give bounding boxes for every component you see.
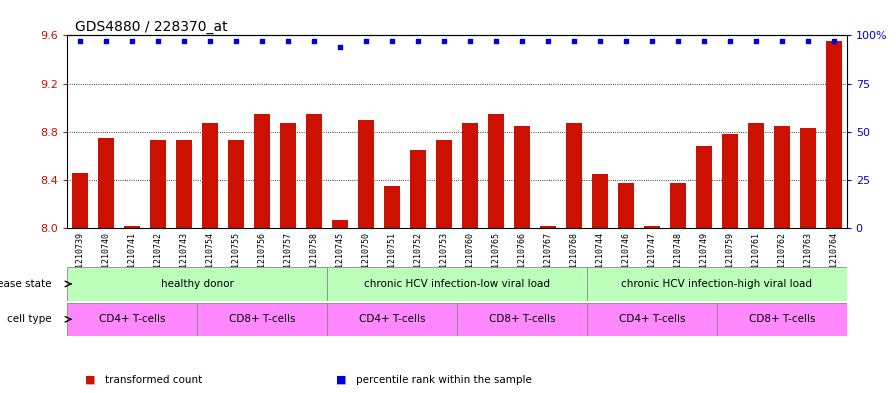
- Bar: [228, 140, 244, 228]
- Text: percentile rank within the sample: percentile rank within the sample: [356, 375, 531, 385]
- Bar: [826, 41, 841, 228]
- Point: [514, 38, 529, 44]
- Text: CD8+ T-cells: CD8+ T-cells: [488, 314, 556, 324]
- Point: [748, 38, 762, 44]
- Bar: [800, 128, 815, 228]
- Bar: [587, 303, 717, 336]
- Point: [592, 38, 607, 44]
- Bar: [457, 303, 587, 336]
- Bar: [587, 267, 847, 301]
- Bar: [332, 220, 348, 228]
- Text: cell type: cell type: [7, 314, 52, 324]
- Bar: [177, 140, 192, 228]
- Bar: [488, 114, 504, 228]
- Bar: [384, 186, 400, 228]
- Point: [384, 38, 399, 44]
- Text: disease state: disease state: [0, 279, 52, 289]
- Point: [618, 38, 633, 44]
- Bar: [540, 226, 556, 228]
- Text: transformed count: transformed count: [105, 375, 202, 385]
- Point: [254, 38, 269, 44]
- Text: chronic HCV infection-low viral load: chronic HCV infection-low viral load: [364, 279, 550, 289]
- Bar: [327, 303, 457, 336]
- Bar: [670, 184, 685, 228]
- Bar: [618, 184, 633, 228]
- Text: chronic HCV infection-high viral load: chronic HCV infection-high viral load: [621, 279, 813, 289]
- Bar: [644, 226, 659, 228]
- Point: [151, 38, 165, 44]
- Bar: [358, 119, 374, 228]
- Point: [722, 38, 737, 44]
- Point: [800, 38, 814, 44]
- Bar: [306, 114, 322, 228]
- Bar: [748, 123, 763, 228]
- Point: [774, 38, 788, 44]
- Bar: [774, 126, 789, 228]
- Text: CD4+ T-cells: CD4+ T-cells: [99, 314, 166, 324]
- Bar: [696, 146, 711, 228]
- Point: [202, 38, 217, 44]
- Point: [540, 38, 555, 44]
- Point: [826, 38, 840, 44]
- Text: healthy donor: healthy donor: [160, 279, 234, 289]
- Point: [73, 38, 88, 44]
- Text: CD4+ T-cells: CD4+ T-cells: [358, 314, 426, 324]
- Bar: [327, 267, 587, 301]
- Point: [488, 38, 503, 44]
- Text: ■: ■: [85, 375, 96, 385]
- Bar: [67, 267, 327, 301]
- Bar: [592, 174, 607, 228]
- Point: [436, 38, 451, 44]
- Point: [99, 38, 113, 44]
- Bar: [722, 134, 737, 228]
- Point: [228, 38, 243, 44]
- Point: [696, 38, 711, 44]
- Bar: [73, 173, 88, 228]
- Point: [306, 38, 321, 44]
- Bar: [410, 150, 426, 228]
- Bar: [67, 303, 197, 336]
- Bar: [280, 123, 296, 228]
- Point: [177, 38, 191, 44]
- Point: [410, 38, 425, 44]
- Point: [462, 38, 477, 44]
- Point: [125, 38, 140, 44]
- Bar: [566, 123, 582, 228]
- Point: [358, 38, 373, 44]
- Bar: [514, 126, 530, 228]
- Bar: [717, 303, 847, 336]
- Bar: [254, 114, 270, 228]
- Bar: [436, 140, 452, 228]
- Bar: [125, 226, 140, 228]
- Bar: [197, 303, 327, 336]
- Text: GDS4880 / 228370_at: GDS4880 / 228370_at: [75, 20, 228, 34]
- Point: [670, 38, 685, 44]
- Bar: [151, 140, 166, 228]
- Text: CD8+ T-cells: CD8+ T-cells: [228, 314, 296, 324]
- Bar: [99, 138, 114, 228]
- Text: CD4+ T-cells: CD4+ T-cells: [618, 314, 685, 324]
- Text: ■: ■: [336, 375, 347, 385]
- Point: [280, 38, 295, 44]
- Point: [566, 38, 581, 44]
- Bar: [202, 123, 218, 228]
- Bar: [462, 123, 478, 228]
- Text: CD8+ T-cells: CD8+ T-cells: [748, 314, 815, 324]
- Point: [644, 38, 659, 44]
- Point: [332, 44, 347, 50]
